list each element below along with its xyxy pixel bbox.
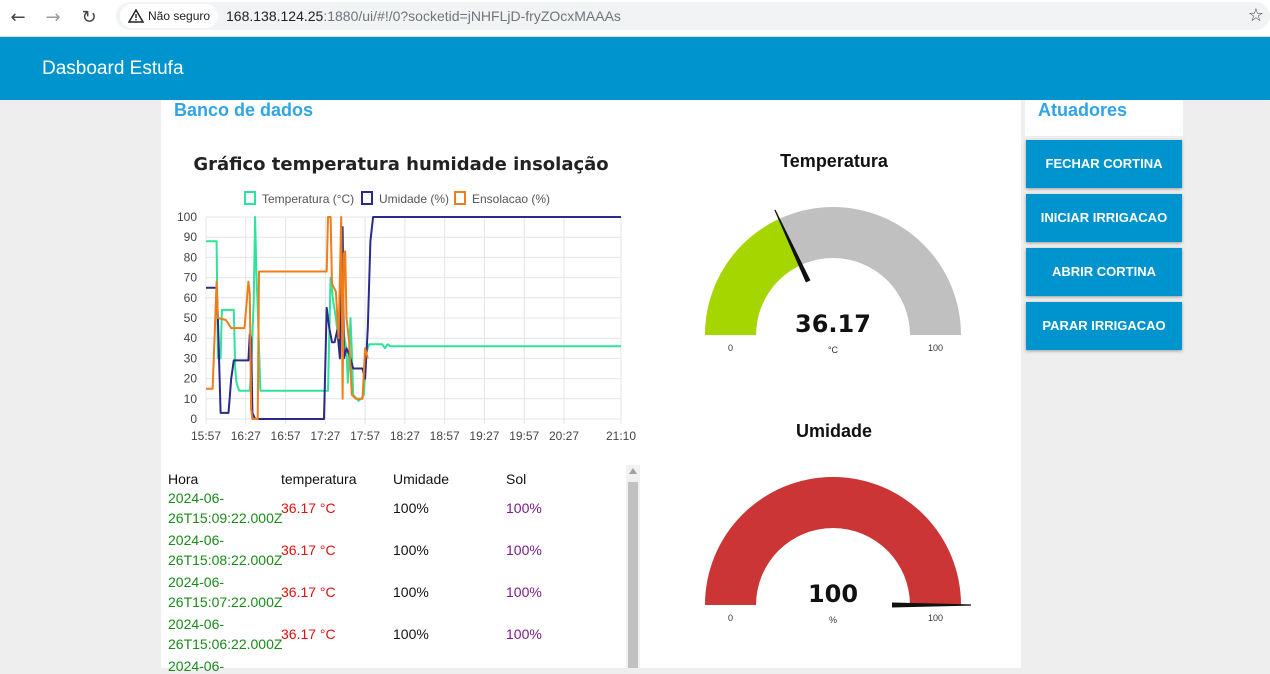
row-time-clock: 26T15:09:22.000Z [168, 510, 283, 526]
gauge-units: °C [828, 345, 839, 355]
x-tick-label: 17:57 [350, 429, 380, 443]
temperature-gauge-title: Temperatura [780, 151, 888, 171]
row-temperature: 36.17 °C [281, 584, 336, 600]
y-tick-label: 0 [190, 412, 197, 426]
y-tick-label: 50 [184, 311, 198, 325]
actuators-group-card [1025, 100, 1183, 136]
forward-arrow-icon[interactable]: → [45, 7, 61, 28]
reload-icon[interactable]: ↻ [81, 7, 97, 28]
x-tick-label: 15:57 [191, 429, 221, 443]
column-header-temperatura: temperatura [281, 471, 357, 487]
row-time-date: 2024-06- [168, 532, 225, 548]
gauge-max-label: 100 [928, 343, 943, 353]
row-time-clock: 26T15:06:22.000Z [168, 636, 283, 652]
x-tick-label: 17:27 [310, 429, 340, 443]
legend-label: Ensolacao (%) [472, 192, 550, 206]
gauge-units: % [829, 615, 837, 625]
row-time-date: 2024-06- [168, 658, 225, 674]
warning-triangle-icon [128, 9, 144, 23]
series-line-0 [206, 216, 621, 402]
row-time-date: 2024-06- [168, 490, 225, 506]
row-sun: 100% [506, 500, 542, 516]
actuators-group-title: Atuadores [1038, 100, 1128, 120]
x-tick-label: 19:27 [469, 429, 499, 443]
humidity-gauge: 100% 0 100 [705, 477, 971, 625]
scroll-up-arrow-icon[interactable] [629, 468, 637, 474]
y-tick-label: 60 [184, 291, 198, 305]
series-line-1 [206, 216, 621, 420]
gauge-min-label: 0 [728, 343, 733, 353]
humidity-gauge-title: Umidade [795, 421, 873, 441]
gauge-value: 36.17 [795, 310, 871, 338]
column-header-umidade: Umidade [393, 471, 450, 487]
gauge-max-label: 100 [928, 613, 943, 623]
database-group-title: Banco de dados [174, 100, 314, 120]
row-sun: 100% [506, 542, 542, 558]
row-humidity: 100% [393, 542, 429, 558]
column-header-sol: Sol [506, 471, 527, 487]
app-header: Dasboard Estufa [0, 37, 1270, 100]
gauge-min-label: 0 [728, 613, 733, 623]
y-tick-label: 30 [184, 351, 198, 365]
address-bar[interactable]: Não seguro 168.138.124.25:1880/ui/#!/0?s… [116, 2, 1270, 30]
y-tick-label: 70 [184, 271, 198, 285]
database-group-card [161, 100, 1021, 668]
y-tick-label: 40 [184, 331, 198, 345]
y-tick-label: 10 [184, 392, 198, 406]
gauge-needle [892, 602, 971, 608]
legend-swatch [361, 191, 373, 205]
row-time-date: 2024-06- [168, 574, 225, 590]
x-tick-label: 18:57 [430, 429, 460, 443]
security-chip[interactable]: Não seguro [120, 4, 219, 28]
table-scrollbar[interactable] [626, 465, 640, 668]
row-humidity: 100% [393, 626, 429, 642]
row-time-date: 2024-06- [168, 616, 225, 632]
scrollbar-thumb[interactable] [628, 482, 638, 668]
open-curtain-button[interactable]: ABRIR CORTINA [1026, 248, 1182, 296]
row-temperature: 36.17 °C [281, 626, 336, 642]
sensor-line-chart: Gráfico temperatura humidade insolação Te… [177, 154, 636, 443]
security-label: Não seguro [148, 9, 211, 23]
start-irrigation-button[interactable]: INICIAR IRRIGACAO [1026, 194, 1182, 242]
back-arrow-icon[interactable]: ← [10, 7, 26, 28]
legend-label: Umidade (%) [379, 192, 449, 206]
y-tick-label: 90 [184, 230, 198, 244]
gauge-value: 100 [808, 580, 858, 608]
y-tick-label: 100 [177, 210, 197, 224]
row-sun: 100% [506, 626, 542, 642]
x-tick-label: 20:27 [549, 429, 579, 443]
x-tick-label: 19:57 [509, 429, 539, 443]
gauge-fill [705, 477, 961, 605]
chart-title: Gráfico temperatura humidade insolação [193, 154, 608, 175]
x-tick-label: 16:27 [231, 429, 261, 443]
close-curtain-button[interactable]: FECHAR CORTINA [1026, 140, 1182, 188]
temperature-gauge: 36.17 °C 0 100 [705, 207, 961, 355]
column-header-hora: Hora [168, 471, 199, 487]
bookmark-star-icon[interactable]: ☆ [1247, 5, 1264, 26]
row-temperature: 36.17 °C [281, 542, 336, 558]
legend-swatch [244, 191, 256, 205]
x-tick-label: 21:10 [606, 429, 636, 443]
url-host: 168.138.124.25 [226, 8, 324, 24]
row-time-clock: 26T15:08:22.000Z [168, 552, 283, 568]
row-humidity: 100% [393, 584, 429, 600]
y-tick-label: 20 [184, 372, 198, 386]
url-path: :1880/ui/#!/0?socketid=jNHFLjD-fryZOcxMA… [323, 8, 621, 24]
app-title: Dasboard Estufa [42, 58, 184, 79]
gauge-fill [705, 218, 801, 335]
url-text[interactable]: 168.138.124.25:1880/ui/#!/0?socketid=jNH… [226, 2, 621, 30]
x-tick-label: 18:27 [390, 429, 420, 443]
row-humidity: 100% [393, 500, 429, 516]
row-temperature: 36.17 °C [281, 500, 336, 516]
series-line-2 [206, 216, 369, 420]
browser-toolbar: ← → ↻ Não seguro 168.138.124.25:1880/ui/… [0, 0, 1270, 37]
x-tick-label: 16:57 [271, 429, 301, 443]
legend-swatch [454, 191, 466, 205]
row-time-clock: 26T15:07:22.000Z [168, 594, 283, 610]
legend-label: Temperatura (°C) [262, 192, 354, 206]
y-tick-label: 80 [184, 250, 198, 264]
row-sun: 100% [506, 584, 542, 600]
stop-irrigation-button[interactable]: PARAR IRRIGACAO [1026, 302, 1182, 350]
gauge-needle [774, 209, 811, 283]
